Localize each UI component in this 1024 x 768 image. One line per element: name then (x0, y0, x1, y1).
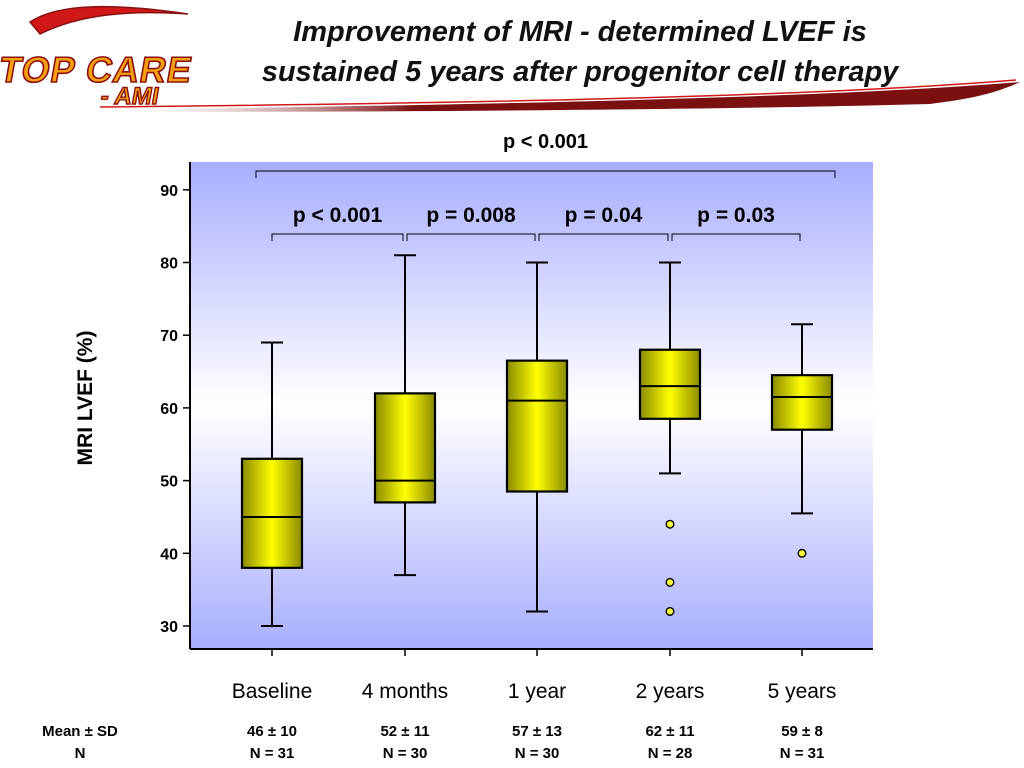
logo-text-line2: - AMI (99, 83, 161, 108)
box-iqr (240, 457, 304, 569)
stats-mean-value: 52 ± 11 (380, 723, 430, 740)
p-value-label: p = 0.04 (565, 204, 643, 227)
bracket-line (406, 233, 536, 241)
box-plot-chart: p < 0.001 p = 0.008 p = 0.04 p = 0.03 p < 0.… (74, 131, 873, 703)
top-care-ami-logo: TOP CARE - AMI (0, 5, 197, 108)
y-tick-label: 90 (160, 183, 178, 200)
comparison-bracket: p = 0.04 (538, 204, 669, 241)
comparison-bracket: p < 0.001 (255, 131, 836, 178)
box-series (240, 254, 834, 627)
title-underline-swoosh (90, 79, 1020, 112)
y-tick-label: 70 (160, 328, 178, 345)
outlier-point (665, 519, 675, 529)
y-tick-label: 60 (160, 401, 178, 418)
x-tick-label: Baseline (232, 680, 313, 703)
box-2-years (638, 261, 702, 616)
slide-title-line1: Improvement of MRI - determined LVEF is (293, 16, 867, 48)
box-1-year (505, 261, 569, 613)
slide-title: Improvement of MRI - determined LVEF is … (190, 12, 970, 92)
comparison-bracket: p = 0.03 (671, 204, 801, 241)
y-tick-label: 40 (160, 546, 178, 563)
y-tick-label: 50 (160, 474, 178, 491)
p-value-label: p = 0.03 (697, 204, 775, 227)
outlier-point (665, 577, 675, 587)
stats-n-value: N = 31 (779, 745, 825, 762)
stats-n-label: N (74, 745, 86, 762)
box-4-months (373, 254, 437, 577)
bracket-line (271, 233, 404, 241)
stats-mean-label: Mean ± SD (42, 723, 118, 740)
y-tick-label: 30 (160, 619, 178, 636)
stats-mean-value: 59 ± 8 (781, 723, 823, 740)
y-axis-label: MRI LVEF (%) (74, 331, 97, 466)
p-value-label: p < 0.001 (503, 131, 588, 153)
stats-n-value: N = 30 (514, 745, 560, 762)
logo-swoosh (28, 5, 189, 35)
x-tick-label: 1 year (508, 680, 566, 703)
stats-table: Mean ± SD N 46 ± 10 52 ± 11 57 ± 13 62 ± 11… (0, 722, 1024, 766)
stats-mean-value: 57 ± 13 (512, 723, 562, 740)
p-value-label: p = 0.008 (426, 204, 516, 227)
stats-mean-value: 46 ± 10 (247, 723, 297, 740)
outlier-point (797, 548, 807, 558)
comparison-bracket: p = 0.008 (406, 204, 536, 241)
comparison-bracket: p < 0.001 (271, 204, 404, 241)
bracket-line (255, 170, 836, 178)
outlier-point (665, 606, 675, 616)
box-iqr (373, 392, 437, 504)
box-baseline (240, 341, 304, 627)
box-iqr (638, 348, 702, 420)
stats-mean-value: 62 ± 11 (645, 723, 695, 740)
x-tick-label: 2 years (636, 680, 705, 703)
box-iqr (770, 374, 834, 431)
bracket-line (671, 233, 801, 241)
stats-n-value: N = 31 (249, 745, 295, 762)
x-tick-label: 4 months (362, 680, 448, 703)
box-iqr (505, 359, 569, 493)
x-tick-label: 5 years (768, 680, 837, 703)
stats-n-value: N = 28 (647, 745, 693, 762)
bracket-line (538, 233, 669, 241)
comparison-brackets: p < 0.001 p = 0.008 p = 0.04 p = 0.03 p < 0.… (255, 131, 836, 241)
box-5-years (770, 323, 834, 558)
y-tick-label: 80 (160, 256, 178, 273)
axes: 30 40 50 60 70 80 90 Baseline 4 months 1 year 2 ye… (160, 162, 873, 703)
logo-text-line1: TOP CARE (0, 49, 196, 90)
slide-title-line2: sustained 5 years after progenitor cell … (261, 56, 899, 88)
stats-n-value: N = 30 (382, 745, 428, 762)
p-value-label: p < 0.001 (293, 204, 383, 227)
